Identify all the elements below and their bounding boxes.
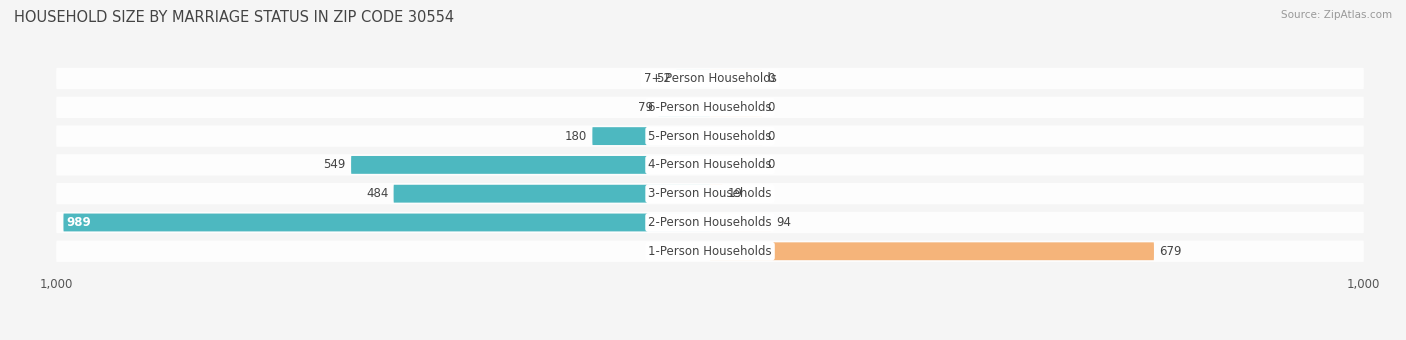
FancyBboxPatch shape <box>352 156 710 174</box>
FancyBboxPatch shape <box>394 185 710 203</box>
FancyBboxPatch shape <box>63 214 710 232</box>
FancyBboxPatch shape <box>710 98 762 116</box>
Text: 3-Person Households: 3-Person Households <box>648 187 772 200</box>
Text: 2-Person Households: 2-Person Households <box>648 216 772 229</box>
FancyBboxPatch shape <box>56 97 1364 118</box>
Text: 7+ Person Households: 7+ Person Households <box>644 72 776 85</box>
Text: 5-Person Households: 5-Person Households <box>648 130 772 142</box>
Text: 180: 180 <box>565 130 588 142</box>
Text: 1-Person Households: 1-Person Households <box>648 245 772 258</box>
FancyBboxPatch shape <box>592 127 710 145</box>
Text: 6-Person Households: 6-Person Households <box>648 101 772 114</box>
Text: 549: 549 <box>323 158 346 171</box>
FancyBboxPatch shape <box>710 242 1154 260</box>
FancyBboxPatch shape <box>676 70 710 87</box>
FancyBboxPatch shape <box>710 70 762 87</box>
FancyBboxPatch shape <box>710 127 762 145</box>
Text: 0: 0 <box>768 130 775 142</box>
Text: 4-Person Households: 4-Person Households <box>648 158 772 171</box>
FancyBboxPatch shape <box>710 185 723 203</box>
Text: 19: 19 <box>728 187 742 200</box>
FancyBboxPatch shape <box>56 212 1364 233</box>
Text: 0: 0 <box>768 101 775 114</box>
Legend: Family, Nonfamily: Family, Nonfamily <box>624 339 796 340</box>
FancyBboxPatch shape <box>658 98 710 116</box>
Text: HOUSEHOLD SIZE BY MARRIAGE STATUS IN ZIP CODE 30554: HOUSEHOLD SIZE BY MARRIAGE STATUS IN ZIP… <box>14 10 454 25</box>
FancyBboxPatch shape <box>710 156 762 174</box>
Text: 484: 484 <box>366 187 388 200</box>
Text: 989: 989 <box>66 216 91 229</box>
Text: 79: 79 <box>638 101 654 114</box>
FancyBboxPatch shape <box>56 68 1364 89</box>
FancyBboxPatch shape <box>56 125 1364 147</box>
FancyBboxPatch shape <box>56 183 1364 204</box>
Text: Source: ZipAtlas.com: Source: ZipAtlas.com <box>1281 10 1392 20</box>
FancyBboxPatch shape <box>56 154 1364 175</box>
Text: 0: 0 <box>768 72 775 85</box>
Text: 0: 0 <box>768 158 775 171</box>
Text: 94: 94 <box>776 216 792 229</box>
Text: 679: 679 <box>1159 245 1181 258</box>
FancyBboxPatch shape <box>710 214 772 232</box>
Text: 52: 52 <box>657 72 671 85</box>
FancyBboxPatch shape <box>56 241 1364 262</box>
